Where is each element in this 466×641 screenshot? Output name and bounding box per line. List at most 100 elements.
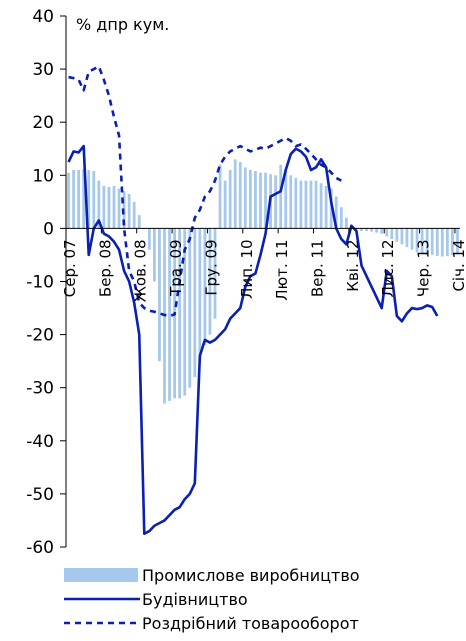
bar-industrial-26 xyxy=(198,228,202,362)
bar-industrial-62 xyxy=(380,228,384,234)
bar-industrial-55 xyxy=(344,217,348,229)
x-tick-label: Тра. 09 xyxy=(167,239,185,297)
y-tick-label: -30 xyxy=(26,379,54,399)
series-line-retail xyxy=(68,65,342,318)
bar-industrial-34 xyxy=(238,162,242,229)
legend-swatch-industrial xyxy=(64,568,138,582)
bar-industrial-49 xyxy=(314,180,318,229)
x-tick-label: Лис. 12 xyxy=(379,239,397,297)
bar-industrial-18 xyxy=(158,228,161,362)
unit-label: % дпр кум. xyxy=(76,15,169,34)
legend-label: Будівництво xyxy=(142,590,248,609)
y-tick-label: 10 xyxy=(32,166,54,186)
bar-industrial-9 xyxy=(112,185,116,229)
bar-industrial-27 xyxy=(203,228,207,346)
bar-industrial-33 xyxy=(233,159,237,229)
y-tick-labels: -60 -50 -40 -30 -20 -10 0 10 20 30 40 xyxy=(26,7,66,558)
bar-industrial-48 xyxy=(309,180,313,229)
y-tick-label: -60 xyxy=(26,538,54,558)
bar-industrial-46 xyxy=(299,180,303,229)
bar-industrial-66 xyxy=(400,228,404,245)
x-tick-label: Сер. 07 xyxy=(61,239,79,297)
bar-industrial-30 xyxy=(218,164,222,229)
bar-industrial-4 xyxy=(87,169,91,229)
bar-industrial-50 xyxy=(319,183,323,229)
y-tick-label: 40 xyxy=(32,7,54,27)
legend: Промислове виробництво Будівництво Роздріб… xyxy=(64,566,360,633)
bar-industrial-61 xyxy=(375,228,379,233)
bar-industrial-17 xyxy=(153,228,156,282)
bar-industrial-10 xyxy=(117,188,121,229)
y-tick-label: 0 xyxy=(43,219,54,239)
y-tick-label: -10 xyxy=(26,273,54,293)
x-tick-label: Вер. 11 xyxy=(309,239,327,297)
x-tick-label: Січ. 14 xyxy=(450,239,466,291)
bar-industrial-71 xyxy=(425,228,429,255)
x-tick-label: Лют. 11 xyxy=(273,239,291,300)
bar-industrial-12 xyxy=(127,193,131,229)
bar-industrial-39 xyxy=(264,172,267,229)
bar-industrial-65 xyxy=(395,228,399,242)
bar-industrial-2 xyxy=(77,169,81,229)
bar-industrial-22 xyxy=(178,228,182,399)
bar-industrial-1 xyxy=(72,169,75,229)
y-tick-label: -20 xyxy=(26,326,54,346)
bar-industrial-59 xyxy=(365,228,368,232)
bar-industrial-63 xyxy=(385,228,389,237)
x-tick-label: Бер. 08 xyxy=(96,239,114,297)
bar-industrial-37 xyxy=(254,171,257,229)
bar-industrial-3 xyxy=(82,168,86,229)
x-tick-label: Чер. 13 xyxy=(415,239,433,297)
bar-industrial-76 xyxy=(451,228,454,255)
bar-industrial-57 xyxy=(355,228,358,230)
bar-industrial-7 xyxy=(102,185,106,229)
y-tick-label: 30 xyxy=(32,60,54,80)
bar-industrial-8 xyxy=(107,186,111,229)
bar-industrial-53 xyxy=(334,196,338,229)
bar-industrial-73 xyxy=(435,228,439,257)
bar-industrial-31 xyxy=(223,180,227,229)
bar-industrial-41 xyxy=(274,175,278,229)
bar-industrial-72 xyxy=(430,228,434,255)
axes-layer xyxy=(65,16,460,547)
bars-layer xyxy=(67,159,459,404)
bar-industrial-64 xyxy=(390,228,394,240)
bar-industrial-77 xyxy=(456,228,459,254)
legend-label: Роздрібний товарооборот xyxy=(142,614,359,633)
bar-industrial-69 xyxy=(415,228,419,253)
y-tick-label: -50 xyxy=(26,485,54,505)
bar-industrial-60 xyxy=(370,228,373,232)
bar-industrial-54 xyxy=(339,207,343,229)
bar-industrial-24 xyxy=(188,228,192,388)
bar-industrial-45 xyxy=(294,177,298,229)
x-tick-label: Лип. 10 xyxy=(238,239,256,298)
bar-industrial-47 xyxy=(304,180,308,229)
lines-layer xyxy=(67,65,439,536)
y-tick-label: -40 xyxy=(26,432,54,452)
bar-industrial-75 xyxy=(445,228,449,257)
bar-industrial-36 xyxy=(248,169,252,229)
bar-industrial-68 xyxy=(410,228,414,250)
bar-industrial-28 xyxy=(208,228,212,335)
bar-industrial-44 xyxy=(289,175,293,229)
bar-industrial-38 xyxy=(259,172,262,229)
bar-industrial-13 xyxy=(132,201,136,229)
bar-industrial-23 xyxy=(183,228,187,396)
bar-industrial-5 xyxy=(92,171,96,229)
bar-industrial-20 xyxy=(168,228,171,401)
bar-industrial-70 xyxy=(420,228,424,254)
bar-industrial-42 xyxy=(279,164,283,229)
bar-industrial-16 xyxy=(147,228,151,250)
bar-industrial-74 xyxy=(440,228,444,257)
series-line-construction xyxy=(67,144,439,536)
bar-industrial-0 xyxy=(67,172,70,229)
bar-industrial-29 xyxy=(213,228,217,319)
legend-label: Промислове виробництво xyxy=(142,566,360,585)
bar-industrial-32 xyxy=(228,169,232,229)
bar-industrial-35 xyxy=(243,167,247,229)
bar-industrial-51 xyxy=(324,185,328,229)
x-tick-label: Жов. 08 xyxy=(132,239,150,302)
x-tick-label: Кві. 12 xyxy=(344,239,362,291)
